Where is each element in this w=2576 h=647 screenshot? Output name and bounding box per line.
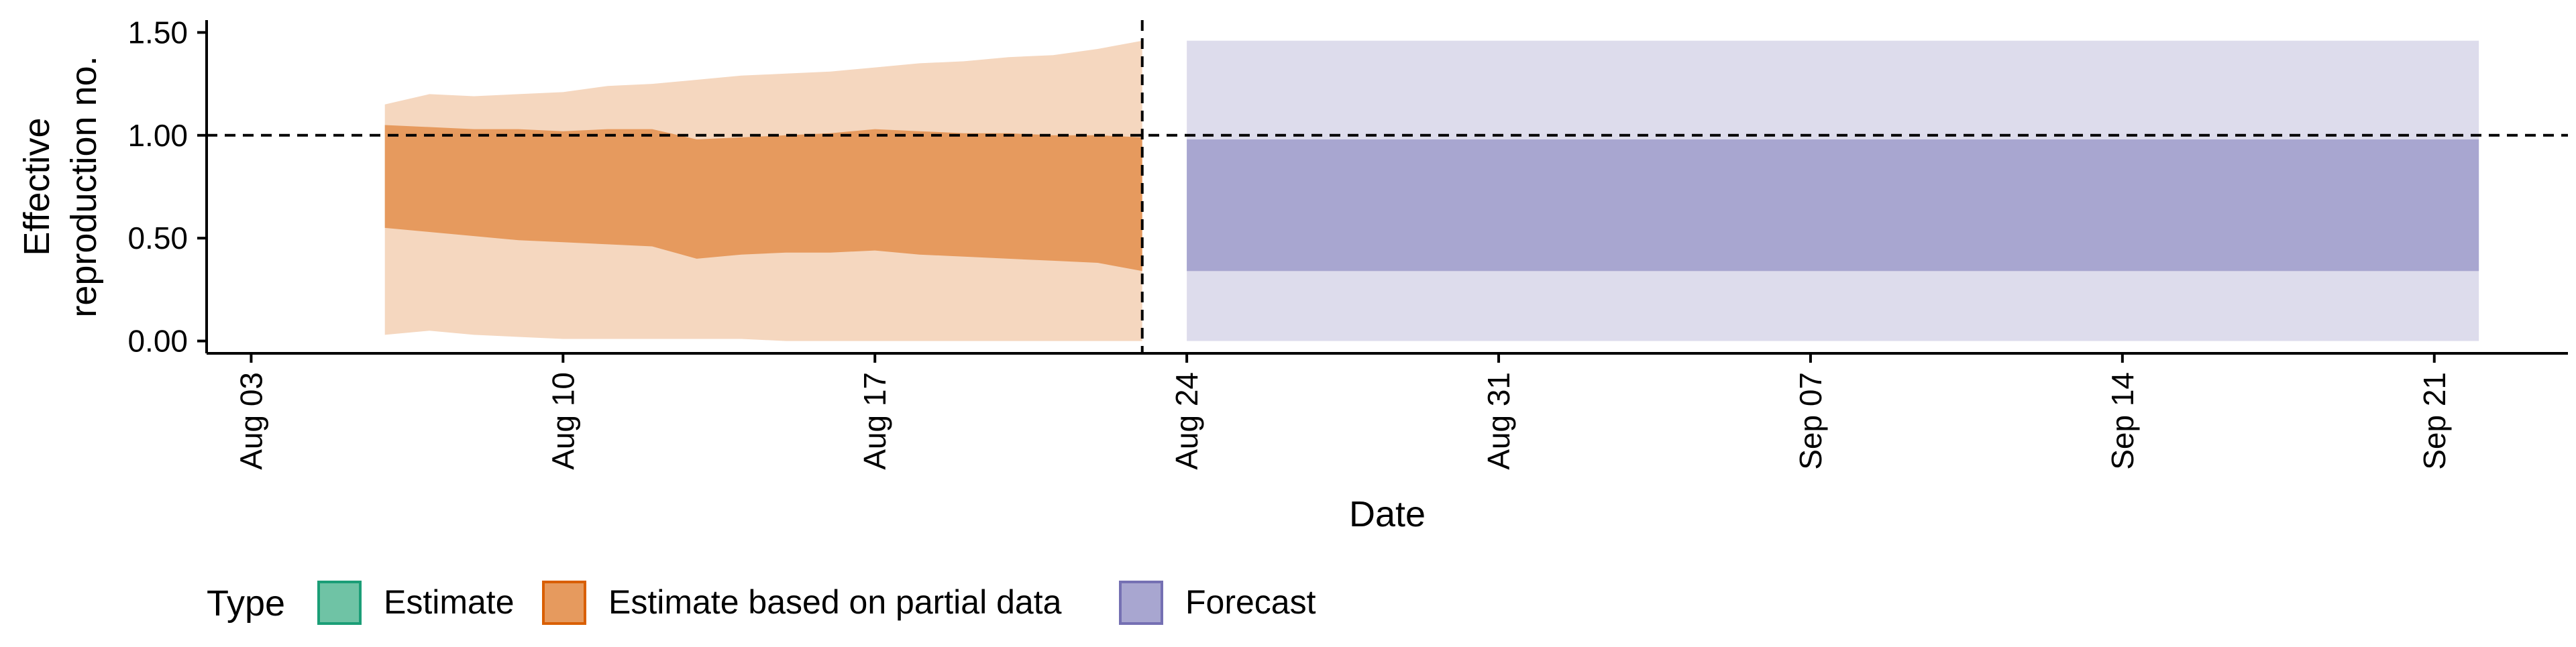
x-axis-title: Date [1349, 494, 1426, 534]
x-tick-label: Sep 14 [2105, 372, 2140, 470]
y-tick-label: 0.00 [127, 324, 188, 359]
x-tick-label: Aug 24 [1169, 372, 1204, 470]
legend-label-0: Estimate [384, 583, 515, 621]
forecast-inner-band [1187, 139, 2479, 272]
legend-label-1: Estimate based on partial data [608, 583, 1062, 621]
legend-label-2: Forecast [1185, 583, 1316, 621]
x-tick-label: Aug 17 [857, 372, 892, 470]
x-tick-label: Aug 10 [545, 372, 580, 470]
y-axis-title-line-1: Effective [17, 117, 57, 255]
reference-lines [207, 20, 2568, 353]
x-tick-label: Aug 31 [1481, 372, 1516, 470]
legend-swatch-0 [317, 581, 362, 625]
axes: 0.00 0.50 1.00 1.50 Aug 03 Aug 10 Aug 17 Aug 24… [127, 15, 2568, 470]
x-tick-label: Aug 03 [233, 372, 268, 470]
y-tick-label: 0.50 [127, 221, 188, 255]
y-axis-title-line-2: reproduction no. [64, 56, 104, 317]
y-tick-label: 1.00 [127, 118, 188, 153]
legend: Type Estimate Estimate based on partial d… [207, 581, 1316, 625]
legend-swatch-2 [1119, 581, 1163, 625]
x-tick-label: Sep 21 [2417, 372, 2452, 470]
x-tick-label: Sep 07 [1793, 372, 1828, 470]
bands-layer [384, 40, 2479, 341]
y-tick-label: 1.50 [127, 15, 188, 50]
legend-title: Type [207, 583, 285, 624]
partial-estimate-inner-band [384, 125, 1142, 272]
legend-swatch-1 [542, 581, 586, 625]
